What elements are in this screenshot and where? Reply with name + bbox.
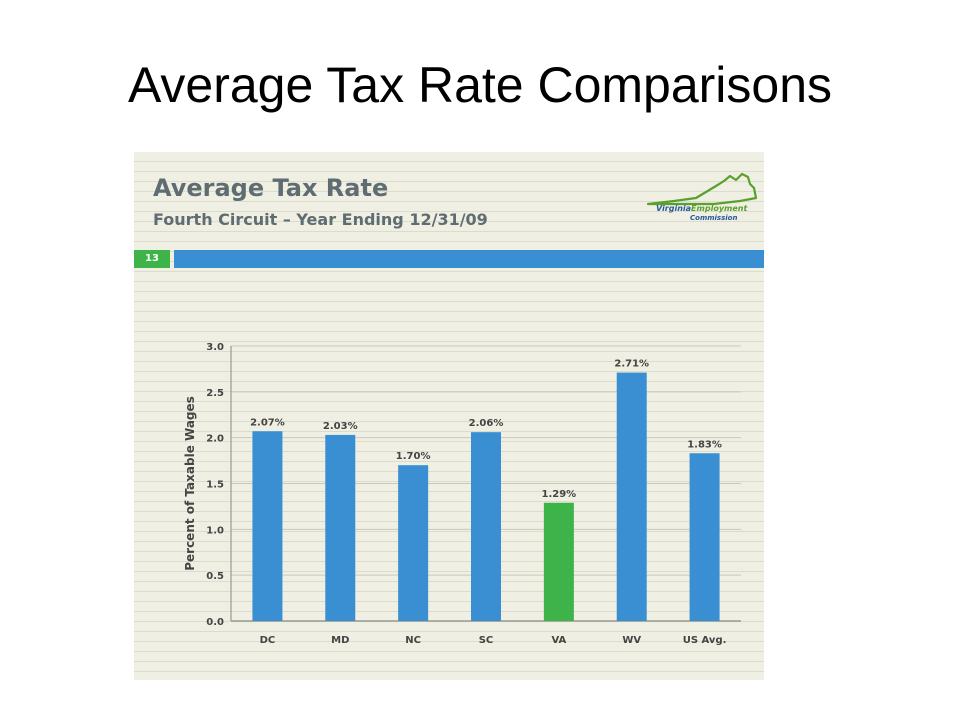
x-tick-label: MD	[331, 635, 349, 646]
bar-nc	[398, 465, 429, 621]
panel-subtitle: Fourth Circuit – Year Ending 12/31/09	[153, 210, 488, 229]
data-label: 2.07%	[250, 417, 285, 428]
bar-dc	[252, 431, 283, 621]
bar-md	[325, 434, 356, 621]
x-tick-label: SC	[479, 635, 494, 646]
bar-wv	[616, 372, 647, 621]
logo-text-line1: VirginiaEmployment	[656, 204, 747, 213]
data-label: 1.70%	[396, 451, 431, 462]
slide-title: Average Tax Rate Comparisons	[127, 57, 833, 113]
y-tick-label: 0.0	[206, 617, 224, 628]
bar-chart: 0.00.51.01.52.02.53.0 2.07% 2.03%1.70%2.0…	[183, 342, 741, 646]
y-tick-label: 1.5	[206, 480, 224, 491]
logo-text-virginia: Virginia	[656, 204, 692, 213]
logo-text-commission: Commission	[690, 214, 738, 222]
x-axis-labels: DC MD NC SC VA WV US Avg.	[260, 635, 727, 646]
y-tick-label: 2.5	[206, 388, 224, 399]
y-tick-label: 3.0	[206, 342, 224, 353]
logo-text-employment: Employment	[691, 204, 748, 213]
data-label: 1.29%	[542, 489, 577, 500]
bars	[252, 372, 720, 621]
data-label: 2.06%	[469, 418, 504, 429]
data-label: 2.03%	[323, 421, 358, 432]
bar-usavg	[689, 453, 720, 621]
bar-sc	[471, 432, 501, 621]
y-tick-label: 0.5	[206, 571, 224, 582]
bar-data-labels: 2.07% 2.03% 1.70% 2.06% 1.29% 2.71% 1.83%	[250, 359, 722, 500]
page-number-badge: 13	[134, 250, 170, 268]
virginia-state-outline-icon	[646, 172, 758, 206]
y-tick-label: 1.0	[206, 525, 224, 536]
header-band	[174, 250, 764, 268]
chart-panel: Average Tax Rate Fourth Circuit – Year E…	[134, 152, 764, 680]
bar-va	[543, 502, 574, 621]
x-tick-label: DC	[260, 635, 276, 646]
x-tick-label: US Avg.	[683, 635, 727, 646]
y-axis: 0.0 0.5 1.0 1.5 2.0 2.5 3.0	[206, 342, 232, 628]
y-axis-label: Percent of Taxable Wages	[183, 396, 197, 571]
virginia-employment-commission-logo: VirginiaEmployment Commission	[644, 168, 760, 230]
panel-title: Average Tax Rate	[153, 174, 389, 202]
data-label: 1.83%	[687, 439, 722, 450]
x-tick-label: WV	[622, 635, 641, 646]
data-label: 2.71%	[614, 359, 649, 370]
x-tick-label: VA	[551, 635, 566, 646]
y-tick-label: 2.0	[206, 434, 224, 445]
x-tick-label: NC	[405, 635, 421, 646]
